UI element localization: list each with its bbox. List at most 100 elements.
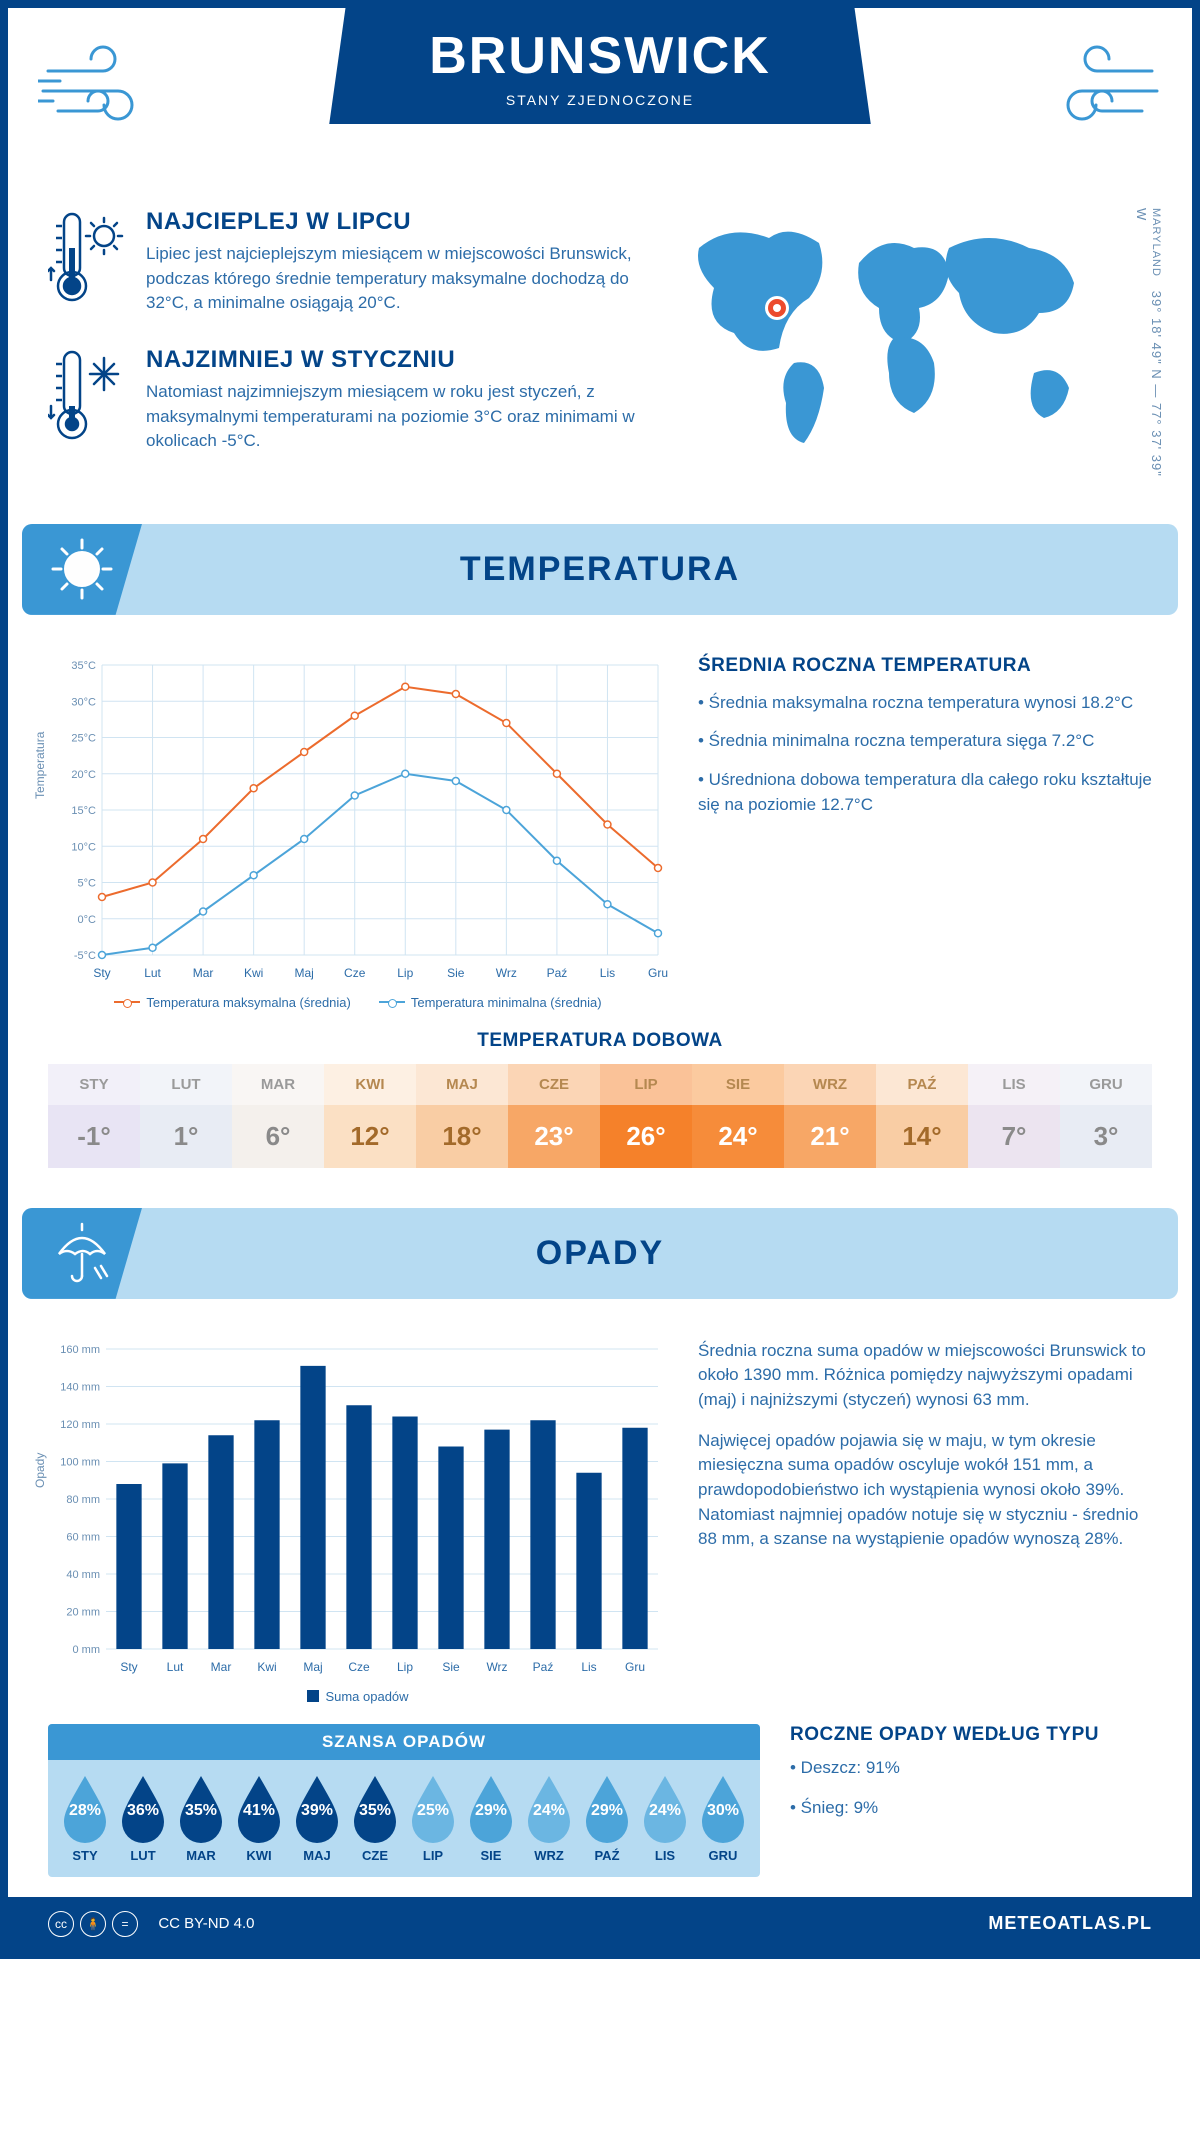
section-title: OPADY — [536, 1234, 664, 1272]
svg-text:Maj: Maj — [303, 1660, 322, 1674]
raindrop-icon: 24% — [636, 1772, 694, 1844]
temperature-line-chart: Temperatura -5°C0°C5°C10°C15°C20°C25°C30… — [48, 655, 668, 1010]
month-label: MAJ — [288, 1848, 346, 1863]
precipitation-chart-row: Opady 0 mm20 mm40 mm60 mm80 mm100 mm120 … — [8, 1299, 1192, 1724]
rain-chance-value: 30% — [707, 1802, 739, 1820]
svg-text:-5°C: -5°C — [74, 950, 96, 962]
raindrop-icon: 35% — [172, 1772, 230, 1844]
rain-chance-value: 24% — [533, 1802, 565, 1820]
svg-text:60 mm: 60 mm — [66, 1531, 100, 1543]
svg-text:Kwi: Kwi — [257, 1660, 276, 1674]
svg-text:Lis: Lis — [581, 1660, 596, 1674]
temp-info-title: ŚREDNIA ROCZNA TEMPERATURA — [698, 655, 1152, 677]
temp-daily-col: GRU 3° — [1060, 1064, 1152, 1168]
intro-text-column: NAJCIEPLEJ W LIPCU Lipiec jest najcieple… — [48, 208, 639, 484]
temp-info-p3: • Uśredniona dobowa temperatura dla całe… — [698, 768, 1152, 817]
month-label: GRU — [694, 1848, 752, 1863]
precipitation-bar-chart: Opady 0 mm20 mm40 mm60 mm80 mm100 mm120 … — [48, 1339, 668, 1704]
page-frame: BRUNSWICK STANY ZJEDNOCZONE — [0, 0, 1200, 1959]
rain-info-p2: Najwięcej opadów pojawia się w maju, w t… — [698, 1429, 1152, 1552]
temperature-info: ŚREDNIA ROCZNA TEMPERATURA • Średnia mak… — [698, 655, 1152, 1010]
raindrop-icon: 24% — [520, 1772, 578, 1844]
month-label: LIP — [404, 1848, 462, 1863]
month-header: LIS — [968, 1064, 1060, 1105]
svg-text:Wrz: Wrz — [486, 1660, 507, 1674]
header: BRUNSWICK STANY ZJEDNOCZONE — [8, 8, 1192, 208]
world-map-icon — [669, 208, 1152, 473]
month-label: LIS — [636, 1848, 694, 1863]
cc-icon: cc — [48, 1911, 74, 1937]
rain-chance-drops: 28% STY 36% LUT 35% MAR 41% KWI — [48, 1760, 760, 1867]
raindrop-icon: 25% — [404, 1772, 462, 1844]
page-title: BRUNSWICK — [429, 26, 771, 86]
temp-value: 21° — [784, 1105, 876, 1168]
raindrop-icon: 35% — [346, 1772, 404, 1844]
warmest-text: Lipiec jest najcieplejszym miesiącem w m… — [146, 242, 639, 316]
rain-chance-value: 35% — [185, 1802, 217, 1820]
temp-value: 7° — [968, 1105, 1060, 1168]
svg-text:15°C: 15°C — [71, 805, 96, 817]
thermometer-sun-icon — [48, 208, 128, 316]
month-header: KWI — [324, 1064, 416, 1105]
precipitation-chart-svg: 0 mm20 mm40 mm60 mm80 mm100 mm120 mm140 … — [48, 1339, 668, 1679]
map-column: MARYLAND 39° 18' 49" N — 77° 37' 39" W — [669, 208, 1152, 484]
temp-value: 3° — [1060, 1105, 1152, 1168]
temp-daily-col: STY -1° — [48, 1064, 140, 1168]
month-label: WRZ — [520, 1848, 578, 1863]
svg-text:Kwi: Kwi — [244, 966, 263, 980]
rain-drop-col: 41% KWI — [230, 1772, 288, 1863]
temp-value: 14° — [876, 1105, 968, 1168]
svg-text:35°C: 35°C — [71, 660, 96, 672]
month-header: MAJ — [416, 1064, 508, 1105]
intro-section: NAJCIEPLEJ W LIPCU Lipiec jest najcieple… — [8, 208, 1192, 524]
rain-drop-col: 29% PAŹ — [578, 1772, 636, 1863]
month-header: PAŹ — [876, 1064, 968, 1105]
wind-icon — [38, 36, 168, 141]
temp-info-p2: • Średnia minimalna roczna temperatura s… — [698, 729, 1152, 754]
rain-chance-value: 29% — [475, 1802, 507, 1820]
month-header: LUT — [140, 1064, 232, 1105]
svg-text:Gru: Gru — [648, 966, 668, 980]
temp-daily-col: CZE 23° — [508, 1064, 600, 1168]
warmest-title: NAJCIEPLEJ W LIPCU — [146, 208, 639, 236]
precipitation-legend: Suma opadów — [48, 1689, 668, 1704]
rain-chance-row: SZANSA OPADÓW 28% STY 36% LUT 35% MAR 41… — [8, 1724, 1192, 1897]
raindrop-icon: 30% — [694, 1772, 752, 1844]
footer: cc 🧍 = CC BY-ND 4.0 METEOATLAS.PL — [8, 1897, 1192, 1951]
rain-drop-col: 35% MAR — [172, 1772, 230, 1863]
rain-drop-col: 24% WRZ — [520, 1772, 578, 1863]
svg-text:Lut: Lut — [144, 966, 161, 980]
rain-drop-col: 24% LIS — [636, 1772, 694, 1863]
rain-chance-value: 28% — [69, 1802, 101, 1820]
legend-total: Suma opadów — [307, 1689, 408, 1704]
rain-chance-panel: SZANSA OPADÓW 28% STY 36% LUT 35% MAR 41… — [48, 1724, 760, 1877]
month-header: CZE — [508, 1064, 600, 1105]
svg-text:Lip: Lip — [397, 1660, 413, 1674]
license-block: cc 🧍 = CC BY-ND 4.0 — [48, 1911, 255, 1937]
svg-text:25°C: 25°C — [71, 732, 96, 744]
temp-daily-col: LUT 1° — [140, 1064, 232, 1168]
rain-chance-value: 36% — [127, 1802, 159, 1820]
svg-text:80 mm: 80 mm — [66, 1494, 100, 1506]
license-text: CC BY-ND 4.0 — [158, 1915, 254, 1932]
legend-max: Temperatura maksymalna (średnia) — [114, 995, 350, 1010]
thermometer-snow-icon — [48, 346, 128, 454]
svg-text:Mar: Mar — [193, 966, 214, 980]
month-header: STY — [48, 1064, 140, 1105]
rain-drop-col: 28% STY — [56, 1772, 114, 1863]
coldest-title: NAJZIMNIEJ W STYCZNIU — [146, 346, 639, 374]
section-banner-precipitation: OPADY — [22, 1208, 1178, 1299]
svg-text:120 mm: 120 mm — [60, 1419, 100, 1431]
temp-value: -1° — [48, 1105, 140, 1168]
coldest-block: NAJZIMNIEJ W STYCZNIU Natomiast najzimni… — [48, 346, 639, 454]
svg-text:Lip: Lip — [397, 966, 413, 980]
temp-daily-col: LIP 26° — [600, 1064, 692, 1168]
temp-daily-col: KWI 12° — [324, 1064, 416, 1168]
raindrop-icon: 41% — [230, 1772, 288, 1844]
raindrop-icon: 29% — [462, 1772, 520, 1844]
svg-text:20°C: 20°C — [71, 769, 96, 781]
rain-type-p1: • Deszcz: 91% — [790, 1756, 1152, 1781]
svg-text:10°C: 10°C — [71, 841, 96, 853]
month-header: LIP — [600, 1064, 692, 1105]
temp-daily-col: MAJ 18° — [416, 1064, 508, 1168]
